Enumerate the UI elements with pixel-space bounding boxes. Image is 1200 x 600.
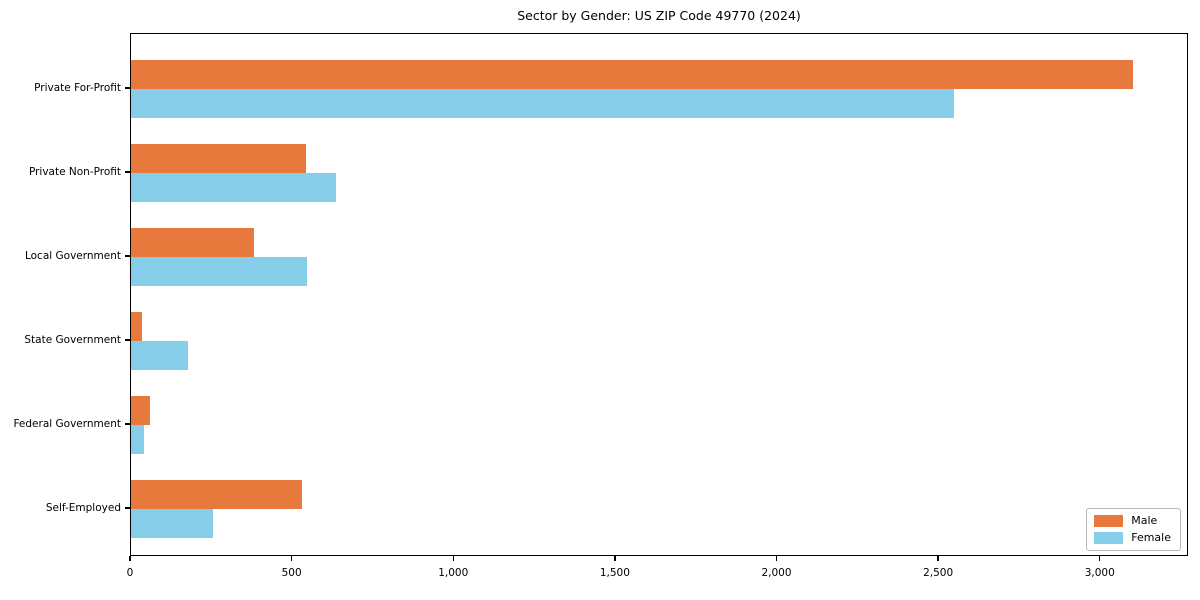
bar-male (131, 228, 254, 257)
x-tick-mark (614, 556, 616, 561)
female-legend-swatch-icon (1094, 532, 1124, 544)
legend-item-male: Male (1094, 515, 1171, 527)
legend-item-female: Female (1094, 532, 1171, 544)
y-tick-label: Local Government (24, 250, 121, 262)
bar-female (131, 89, 954, 118)
bar-male (131, 60, 1133, 89)
x-tick-label: 1,500 (599, 567, 630, 579)
male-legend-swatch-icon (1094, 515, 1124, 527)
bar-female (131, 173, 336, 202)
y-tick-mark (125, 255, 130, 257)
x-tick-mark (129, 556, 131, 561)
y-tick-label: Federal Government (13, 418, 121, 430)
x-tick-mark (1099, 556, 1101, 561)
y-tick-label: Private For-Profit (34, 82, 121, 94)
bar-male (131, 312, 142, 341)
x-tick-label: 1,000 (438, 567, 469, 579)
x-tick-label: 0 (126, 567, 134, 579)
x-tick-label: 2,000 (761, 567, 792, 579)
y-tick-label: State Government (24, 334, 121, 346)
bar-male (131, 396, 150, 425)
y-tick-mark (125, 339, 130, 341)
bar-male (131, 144, 306, 173)
x-tick-label: 500 (281, 567, 302, 579)
legend-label-female: Female (1131, 531, 1171, 544)
y-axis-labels: Private For-Profit Private Non-Profit Loca… (0, 33, 121, 556)
legend-label-male: Male (1131, 514, 1158, 527)
bar-female (131, 425, 144, 454)
legend: Male Female (1086, 508, 1181, 551)
x-tick-label: 2,500 (923, 567, 954, 579)
y-tick-mark (125, 423, 130, 425)
x-tick-mark (452, 556, 454, 561)
y-tick-mark (125, 507, 130, 509)
y-tick-mark (125, 171, 130, 173)
bar-female (131, 341, 188, 370)
x-tick-mark (290, 556, 293, 561)
plot-area: Male Female (130, 33, 1188, 556)
x-tick-mark (775, 556, 778, 561)
y-tick-label: Private Non-Profit (28, 166, 121, 178)
bar-female (131, 509, 213, 538)
chart-title: Sector by Gender: US ZIP Code 49770 (202… (517, 8, 801, 23)
bar-male (131, 480, 302, 509)
x-tick-label: 3,000 (1084, 567, 1115, 579)
x-tick-mark (937, 556, 939, 561)
bar-female (131, 257, 307, 286)
y-tick-mark (125, 87, 130, 89)
y-tick-label: Self-Employed (45, 502, 121, 514)
